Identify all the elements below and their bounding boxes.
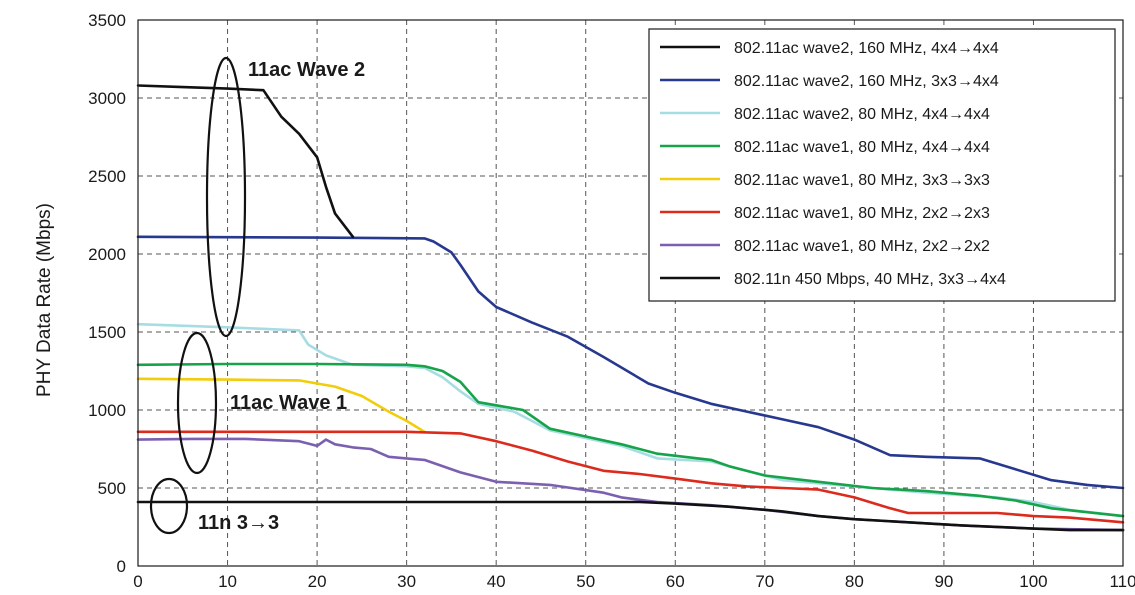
plot-area-frame: [137, 19, 1124, 567]
y-tick-label: 1000: [88, 401, 126, 420]
x-tick-label: 60: [666, 572, 685, 591]
x-tick-label: 50: [576, 572, 595, 591]
series-line-2: [136, 235, 1125, 490]
series-line-5: [136, 377, 426, 434]
x-tick-label: 70: [755, 572, 774, 591]
y-tick-label: 500: [98, 479, 126, 498]
y-tick-labels: 0 500 1000 1500 2000 2500 3000 3500: [88, 11, 126, 576]
y-tick-label: 1500: [88, 323, 126, 342]
x-tick-label: 30: [397, 572, 416, 591]
annotation-ellipse: [149, 477, 189, 535]
x-tick-label: 80: [845, 572, 864, 591]
x-tick-label: 20: [308, 572, 327, 591]
y-axis-label: PHY Data Rate (Mbps): [34, 203, 55, 397]
y-tick-label: 3500: [88, 11, 126, 30]
series-line-6: [136, 430, 1125, 524]
legend: 802.11ac wave2, 160 MHz, 4x4→4x4 802.11ac…: [648, 28, 1116, 302]
x-tick-label: 0: [133, 572, 142, 591]
annotation-label: 11ac Wave 1: [230, 392, 347, 414]
legend-label: 802.11ac wave2, 160 MHz, 3x3→4x4: [734, 73, 999, 90]
annotation-ellipse: [205, 56, 247, 338]
x-tick-label: 110: [1109, 572, 1135, 591]
legend-label: 802.11ac wave1, 80 MHz, 3x3→3x3: [734, 172, 990, 189]
series-line-8: [136, 500, 1125, 532]
legend-label: 802.11ac wave2, 80 MHz, 4x4→4x4: [734, 106, 990, 123]
annotation-ellipse: [176, 331, 218, 475]
x-tick-label: 100: [1019, 572, 1047, 591]
series-line-1: [136, 84, 355, 239]
y-tick-label: 2500: [88, 167, 126, 186]
x-tick-label: 40: [487, 572, 506, 591]
legend-label: 802.11ac wave1, 80 MHz, 4x4→4x4: [734, 139, 990, 156]
y-tick-label: 0: [117, 557, 126, 576]
annotation-label: 11n 3→3: [198, 512, 279, 534]
y-tick-label: 3000: [88, 89, 126, 108]
annotation-label: 11ac Wave 2: [248, 59, 365, 81]
legend-label: 802.11n 450 Mbps, 40 MHz, 3x3→4x4: [734, 271, 1006, 288]
x-tick-labels: 0 10 20 30 40 50 60 70 80 90 100 110: [133, 572, 1135, 591]
y-tick-label: 2000: [88, 245, 126, 264]
series-line-7: [136, 437, 1125, 532]
legend-box: [648, 28, 1116, 302]
x-tick-label: 90: [934, 572, 953, 591]
series-line-3: [136, 322, 1125, 518]
series-line-4: [136, 362, 1125, 518]
annotations: 11ac Wave 2 11ac Wave 1 11n 3→3: [149, 56, 365, 535]
legend-label: 802.11ac wave1, 80 MHz, 2x2→2x2: [734, 238, 990, 255]
legend-label: 802.11ac wave2, 160 MHz, 4x4→4x4: [734, 40, 999, 57]
x-tick-label: 10: [218, 572, 237, 591]
legend-label: 802.11ac wave1, 80 MHz, 2x2→2x3: [734, 205, 990, 222]
series-lines: [136, 84, 1125, 532]
